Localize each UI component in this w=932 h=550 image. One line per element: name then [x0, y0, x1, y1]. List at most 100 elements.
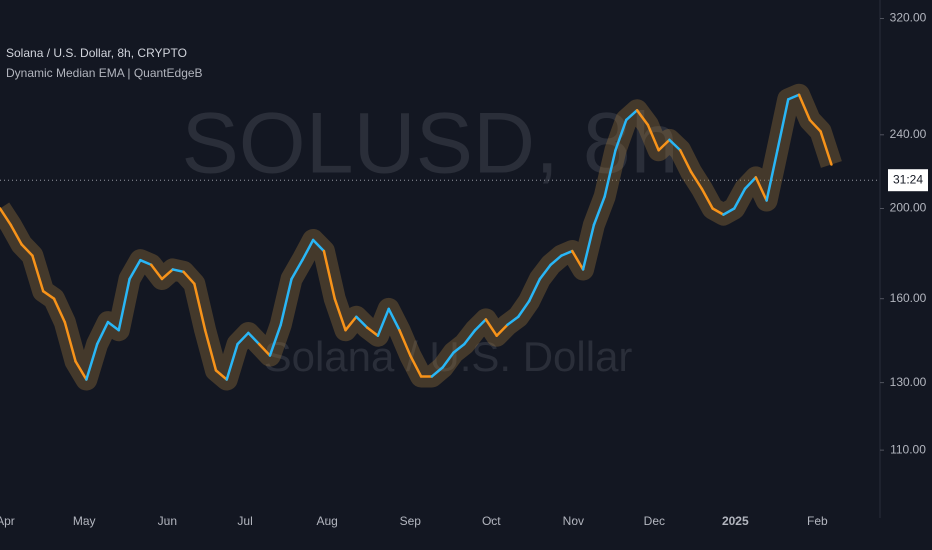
line-segment [268, 323, 282, 357]
line-segment [776, 98, 790, 152]
line-segment [290, 258, 304, 281]
line-segment [365, 326, 380, 337]
line-segment [182, 270, 196, 286]
line-segment [473, 318, 488, 332]
line-segment [52, 297, 67, 324]
line-segment [203, 328, 218, 372]
x-tick-label: Nov [563, 514, 584, 528]
line-segment [106, 320, 121, 332]
line-segment [225, 342, 239, 381]
watermark: SOLUSD, 8h [181, 96, 678, 192]
line-segment [149, 263, 164, 281]
line-segment [9, 223, 23, 246]
line-segment [85, 342, 99, 381]
line-segment [700, 187, 714, 210]
y-tick-label: 240.00 [890, 127, 927, 141]
x-tick-label: Aug [316, 514, 337, 528]
line-segment [128, 258, 142, 281]
line-segment [387, 307, 401, 332]
line-segment [819, 130, 833, 166]
line-segment [257, 342, 272, 357]
line-segment [754, 176, 768, 202]
line-segment [506, 315, 520, 327]
line-segment [560, 249, 574, 257]
watermark-sub: Solana / U.S. Dollar [264, 333, 633, 380]
x-tick-label: Apr [0, 514, 15, 528]
y-tick-label: 110.00 [890, 442, 926, 456]
line-segment [117, 277, 131, 332]
line-segment [247, 331, 261, 346]
x-tick-label: 2025 [722, 514, 749, 528]
line-segment [657, 138, 671, 152]
indicator-name: Dynamic Median EMA | QuantEdgeB [6, 66, 203, 80]
line-segment [765, 148, 779, 202]
line-segment [722, 207, 736, 216]
line-segment [689, 170, 704, 191]
line-segment [603, 148, 617, 198]
line-segment [160, 268, 175, 281]
line-segment [311, 238, 326, 253]
line-segment [743, 176, 758, 191]
line-segment [333, 297, 347, 332]
y-tick-label: 320.00 [890, 11, 927, 25]
line-segment [0, 207, 13, 227]
line-segment [538, 263, 552, 281]
line-segment [517, 299, 531, 319]
line-segment [452, 342, 466, 354]
x-tick-label: Jun [158, 514, 177, 528]
line-segment [581, 223, 596, 271]
line-segment [463, 328, 477, 346]
line-segment [301, 238, 315, 262]
x-tick-label: Dec [644, 514, 665, 528]
line-segment [732, 187, 747, 210]
line-segment [625, 109, 639, 122]
line-segment [279, 277, 293, 327]
line-segment [74, 360, 88, 381]
line-segment [31, 254, 45, 293]
line-segment [484, 318, 498, 337]
line-segment [549, 254, 563, 267]
line-segment [398, 328, 412, 357]
line-segment [797, 93, 812, 122]
x-tick-label: Oct [482, 514, 501, 528]
countdown: 31:24 [893, 172, 923, 186]
line-segment [592, 195, 606, 227]
line-segment [193, 282, 207, 332]
line-segment [430, 366, 444, 378]
line-segment [41, 289, 56, 300]
x-tick-label: Feb [807, 514, 828, 528]
line-segment [635, 109, 650, 127]
line-segment [711, 207, 725, 216]
x-tick-label: Sep [400, 514, 422, 528]
line-segment [808, 118, 822, 133]
line-segment [95, 320, 110, 346]
line-segment [441, 351, 455, 369]
line-segment [171, 268, 185, 274]
line-segment [322, 249, 336, 300]
countdown-box [888, 169, 928, 192]
line-segment [495, 323, 509, 337]
y-tick-label: 200.00 [890, 201, 927, 215]
line-segment [571, 249, 585, 271]
y-tick-label: 130.00 [890, 375, 927, 389]
line-segment [527, 277, 542, 303]
line-segment [20, 243, 34, 257]
line-segment [614, 118, 628, 152]
line-segment [214, 369, 228, 381]
line-segment [355, 315, 369, 329]
line-segment [409, 354, 423, 378]
line-segment [236, 331, 250, 346]
line-segment [344, 315, 358, 332]
line-segment [376, 307, 390, 337]
x-tick-label: Jul [237, 514, 252, 528]
y-tick-label: 160.00 [890, 291, 927, 305]
chart-title: Solana / U.S. Dollar, 8h, CRYPTO [6, 46, 187, 60]
line-segment [646, 123, 660, 152]
line-segment [668, 138, 682, 152]
x-tick-label: May [73, 514, 96, 528]
line-segment [786, 93, 801, 101]
line-segment [63, 320, 77, 363]
